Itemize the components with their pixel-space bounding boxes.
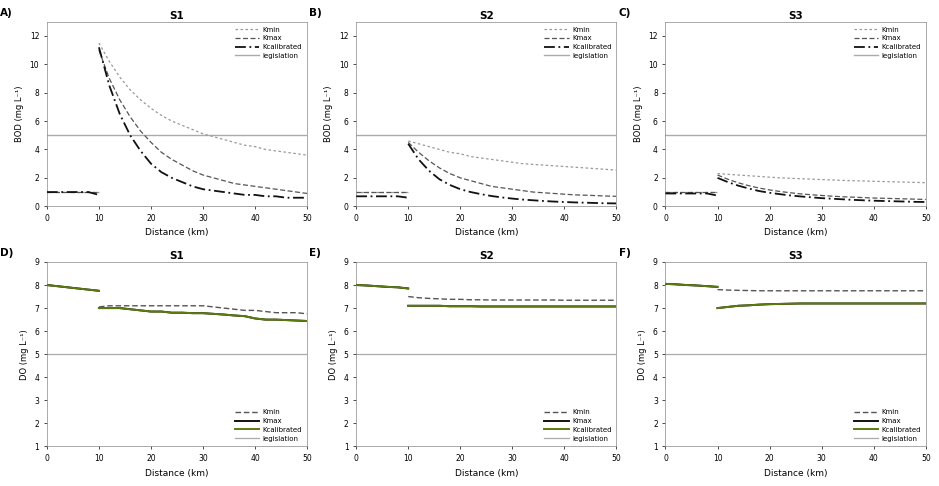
Y-axis label: DO (mg L⁻¹): DO (mg L⁻¹)	[20, 329, 29, 380]
Title: S1: S1	[170, 251, 184, 261]
X-axis label: Distance (km): Distance (km)	[146, 469, 208, 478]
Legend: Kmin, Kmax, Kcalibrated, legislation: Kmin, Kmax, Kcalibrated, legislation	[853, 25, 922, 60]
Legend: Kmin, Kmax, Kcalibrated, legislation: Kmin, Kmax, Kcalibrated, legislation	[234, 408, 303, 443]
Title: S2: S2	[479, 11, 494, 21]
Y-axis label: BOD (mg L⁻¹): BOD (mg L⁻¹)	[324, 86, 333, 142]
Title: S1: S1	[170, 11, 184, 21]
Y-axis label: BOD (mg L⁻¹): BOD (mg L⁻¹)	[634, 86, 642, 142]
Text: A): A)	[0, 8, 13, 18]
Text: F): F)	[619, 248, 630, 258]
Text: D): D)	[0, 248, 13, 258]
Title: S3: S3	[788, 11, 803, 21]
Title: S2: S2	[479, 251, 494, 261]
Title: S3: S3	[788, 251, 803, 261]
Text: E): E)	[309, 248, 321, 258]
X-axis label: Distance (km): Distance (km)	[763, 228, 827, 238]
Legend: Kmin, Kmax, Kcalibrated, legislation: Kmin, Kmax, Kcalibrated, legislation	[234, 25, 303, 60]
Legend: Kmin, Kmax, Kcalibrated, legislation: Kmin, Kmax, Kcalibrated, legislation	[543, 25, 613, 60]
Text: B): B)	[309, 8, 322, 18]
Y-axis label: DO (mg L⁻¹): DO (mg L⁻¹)	[639, 329, 647, 380]
X-axis label: Distance (km): Distance (km)	[454, 469, 518, 478]
X-axis label: Distance (km): Distance (km)	[146, 228, 208, 238]
Y-axis label: DO (mg L⁻¹): DO (mg L⁻¹)	[329, 329, 338, 380]
X-axis label: Distance (km): Distance (km)	[763, 469, 827, 478]
Y-axis label: BOD (mg L⁻¹): BOD (mg L⁻¹)	[15, 86, 24, 142]
X-axis label: Distance (km): Distance (km)	[454, 228, 518, 238]
Legend: Kmin, Kmax, Kcalibrated, legislation: Kmin, Kmax, Kcalibrated, legislation	[853, 408, 922, 443]
Text: C): C)	[619, 8, 631, 18]
Legend: Kmin, Kmax, Kcalibrated, legislation: Kmin, Kmax, Kcalibrated, legislation	[543, 408, 613, 443]
